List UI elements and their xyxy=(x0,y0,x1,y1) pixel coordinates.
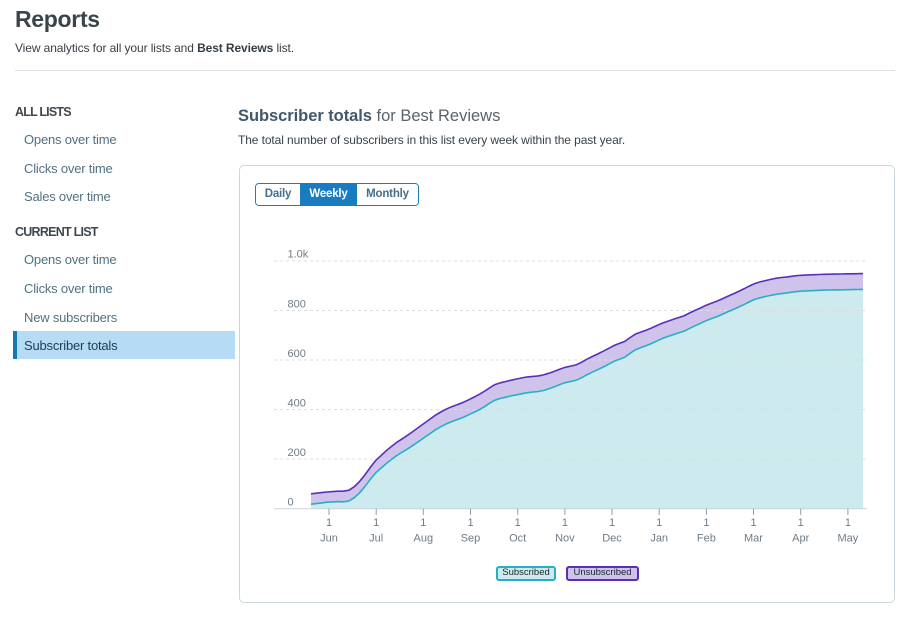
svg-text:1.0k: 1.0k xyxy=(288,249,309,261)
svg-text:May: May xyxy=(838,533,859,545)
svg-text:0: 0 xyxy=(288,497,294,509)
svg-text:1: 1 xyxy=(420,517,426,529)
svg-text:1: 1 xyxy=(609,517,615,529)
svg-text:1: 1 xyxy=(515,517,521,529)
svg-text:Apr: Apr xyxy=(792,533,809,545)
svg-text:Dec: Dec xyxy=(602,533,622,545)
svg-text:400: 400 xyxy=(288,397,306,409)
svg-text:1: 1 xyxy=(750,517,756,529)
svg-text:Mar: Mar xyxy=(744,533,763,545)
svg-text:1: 1 xyxy=(326,517,332,529)
svg-text:Oct: Oct xyxy=(509,533,526,545)
svg-text:Feb: Feb xyxy=(697,533,716,545)
svg-text:800: 800 xyxy=(288,298,306,310)
svg-text:1: 1 xyxy=(562,517,568,529)
svg-text:Jul: Jul xyxy=(369,533,383,545)
svg-text:1: 1 xyxy=(373,517,379,529)
svg-text:Nov: Nov xyxy=(555,533,575,545)
svg-text:1: 1 xyxy=(845,517,851,529)
svg-text:Sep: Sep xyxy=(461,533,481,545)
svg-text:600: 600 xyxy=(288,348,306,360)
svg-text:Jan: Jan xyxy=(650,533,668,545)
svg-text:1: 1 xyxy=(703,517,709,529)
svg-text:1: 1 xyxy=(656,517,662,529)
svg-text:1: 1 xyxy=(467,517,473,529)
svg-text:Jun: Jun xyxy=(320,533,338,545)
svg-text:1: 1 xyxy=(798,517,804,529)
svg-text:Aug: Aug xyxy=(414,533,434,545)
svg-text:200: 200 xyxy=(288,447,306,459)
